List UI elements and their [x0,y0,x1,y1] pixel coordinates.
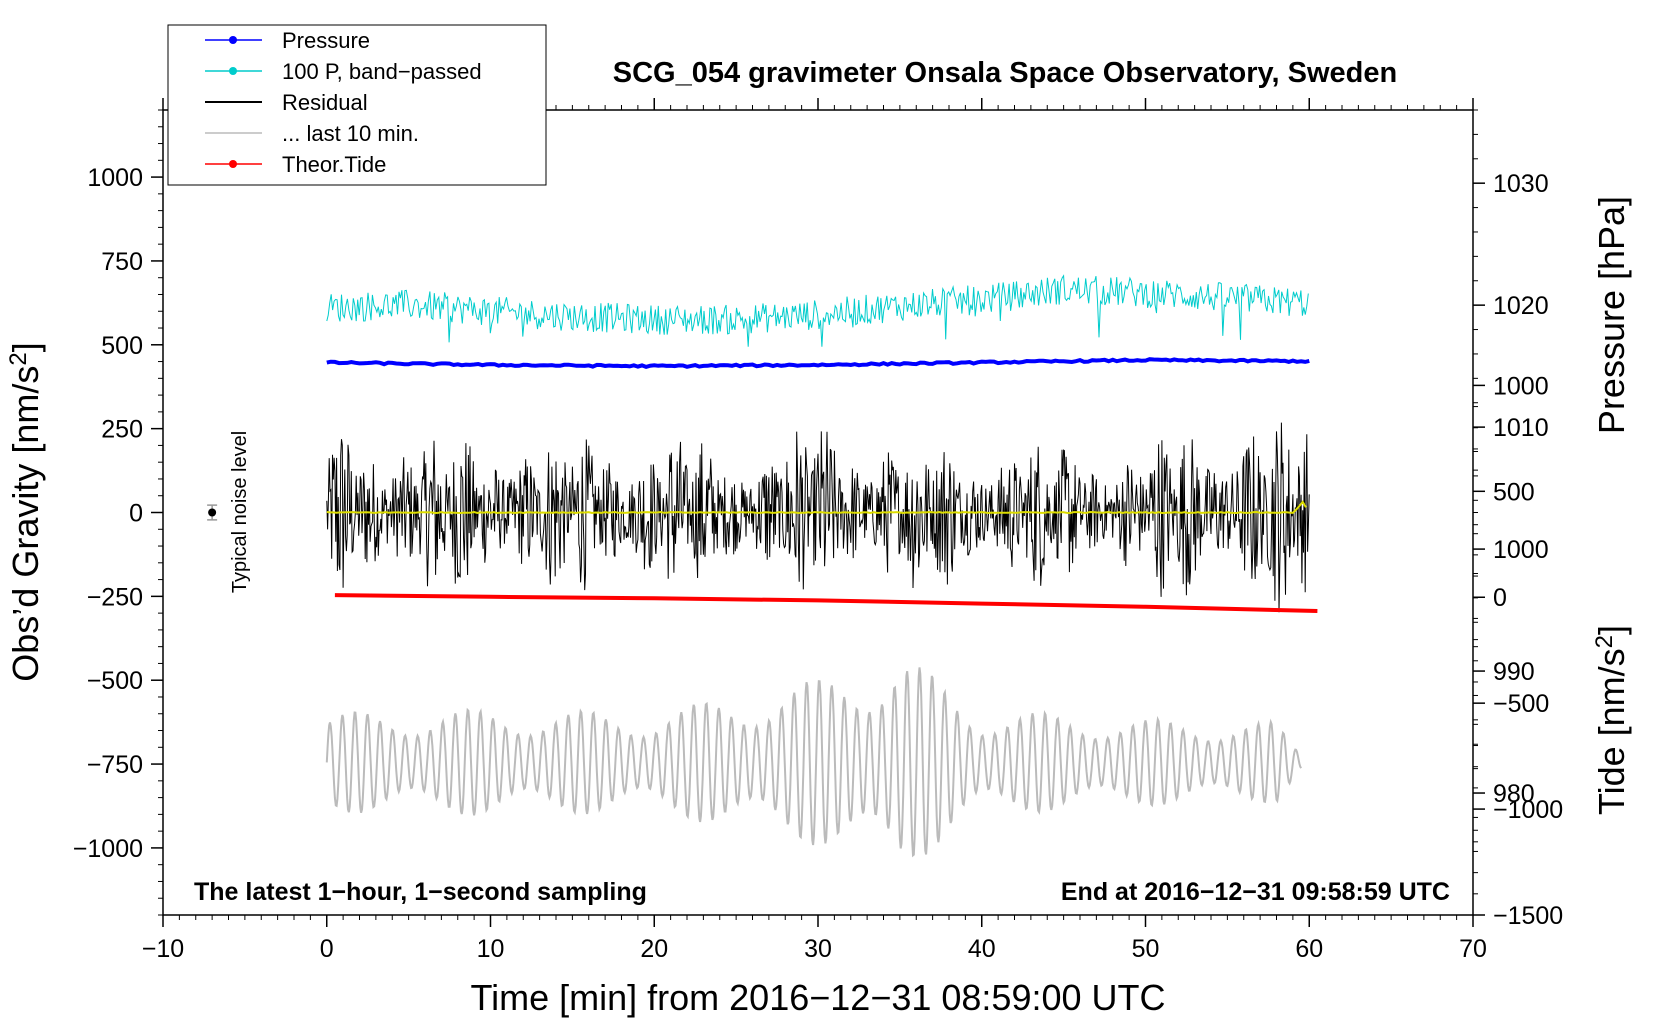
x-tick-label: 10 [477,935,505,963]
y-axis-gravity: 1000 750 500 250 0 −250 −500 −750 −1000 [73,109,163,916]
legend-marker [229,36,237,44]
x-tick-label: 30 [804,935,832,963]
annotation-sampling: The latest 1−hour, 1−second sampling [194,878,647,906]
y-tick-label: 500 [101,332,143,360]
x-axis-label: Time [min] from 2016−12−31 08:59:00 UTC [470,977,1165,1018]
y-axis-label-gravity: Obs’d Gravity [nm/s2] [5,342,46,681]
tide-tick-label: −500 [1493,690,1549,718]
y-label-tide-sup: 2 [1591,635,1618,648]
legend: Pressure 100 P, band−passed Residual ... la… [167,24,547,186]
series-residual [326,422,1310,613]
y-tick-label: 250 [101,416,143,444]
tide-tick-label: −1500 [1493,902,1563,930]
y-label-tide-main: Tide [nm/s [1591,648,1632,815]
legend-marker [229,67,237,75]
y-tick-label: 1000 [87,164,143,192]
y-tick-label: 750 [101,248,143,276]
series-residual-smoothed [326,500,1307,515]
tide-tick-label: −1000 [1493,796,1563,824]
x-tick-label: 20 [640,935,668,963]
legend-label: Pressure [282,28,370,53]
x-axis: −10 0 10 20 30 40 50 60 70 [142,98,1487,963]
x-tick-label: 60 [1295,935,1323,963]
y-tick-label: −250 [87,583,143,611]
series-theoretical-tide [334,593,1318,613]
tide-tick-label: 500 [1493,478,1535,506]
legend-label: Residual [282,90,368,115]
annotation-end-time: End at 2016−12−31 09:58:59 UTC [1061,878,1450,906]
x-tick-label: 0 [320,935,334,963]
y-axis-label-pressure: Pressure [hPa] [1591,196,1632,434]
x-tick-label: 40 [968,935,996,963]
y-label-gravity-sup: 2 [5,352,32,365]
pressure-tick-label: 1010 [1493,414,1549,442]
x-tick-label: 50 [1132,935,1160,963]
pressure-tick-label: 1030 [1493,170,1549,198]
tide-tick-label: 1000 [1493,372,1549,400]
legend-box [167,24,547,186]
series-pressure [326,357,1310,370]
x-tick-label: 70 [1459,935,1487,963]
series-band-passed-pressure [326,274,1309,347]
noise-marker-dot [208,508,217,517]
chart-title: SCG_054 gravimeter Onsala Space Observat… [613,57,1397,89]
noise-level-indicator [207,504,218,521]
y-label-gravity-main: Obs’d Gravity [nm/s [5,366,46,682]
legend-label: 100 P, band−passed [282,59,482,84]
legend-label: Theor.Tide [282,152,386,177]
series-layer [325,274,1318,858]
pressure-tick-label: 1020 [1493,292,1549,320]
pressure-tick-label: 990 [1493,658,1535,686]
y-tick-label: −750 [87,751,143,779]
pressure-tick-label: 980 [1493,780,1535,808]
y-tick-label: −500 [87,667,143,695]
tide-tick-label: 0 [1493,584,1507,612]
pressure-tick-label: 1000 [1493,536,1549,564]
x-tick-label: −10 [142,935,184,963]
noise-level-label: Typical noise level [229,431,251,593]
y-label-gravity-end: ] [5,342,46,352]
y-tick-label: −1000 [73,835,143,863]
legend-marker [229,160,237,168]
y-axis-pressure: 1030 1020 1010 1000 990 980 [1473,109,1549,843]
y-axis-label-tide: Tide [nm/s2] [1591,625,1632,815]
legend-label: ... last 10 min. [282,121,419,146]
y-label-tide-end: ] [1591,625,1632,635]
series-last-10-min [325,667,1302,858]
y-tick-label: 0 [129,500,143,528]
y-axis-tide: 1000 500 0 −500 −1000 −1500 [1473,372,1563,930]
